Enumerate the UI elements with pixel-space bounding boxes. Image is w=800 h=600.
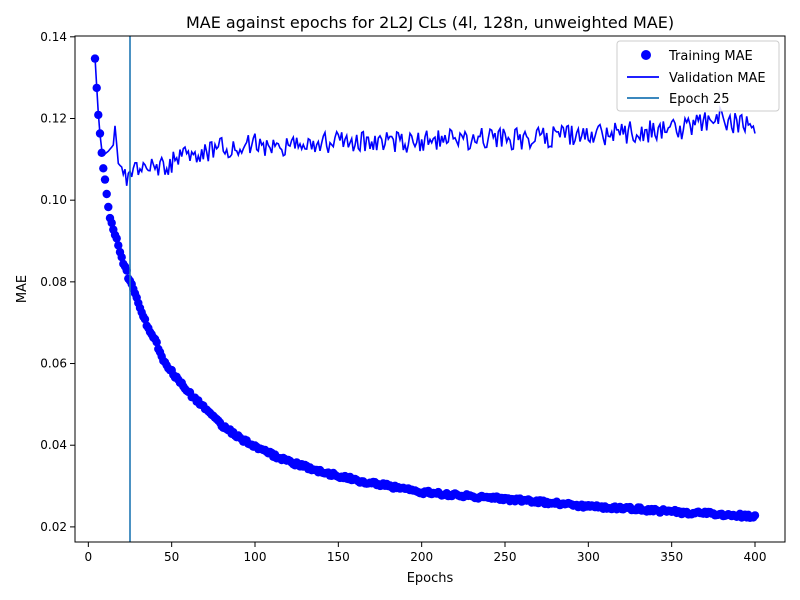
x-tick-label: 350: [660, 550, 683, 564]
legend-box: [616, 40, 780, 112]
training-mae-point: [90, 54, 100, 63]
chart-title: MAE against epochs for 2L2J CLs (4l, 128…: [186, 13, 674, 32]
training-mae-point: [97, 148, 106, 157]
y-tick-label: 0.10: [40, 193, 67, 207]
legend-label-epoch25: Epoch 25: [669, 92, 729, 107]
x-tick-label: 100: [244, 550, 267, 564]
training-mae-point: [100, 175, 110, 184]
training-mae-point: [94, 110, 103, 120]
training-mae-point: [750, 511, 760, 520]
plot-frame: [74, 35, 786, 543]
training-mae-point: [99, 164, 108, 173]
legend-marker-training: [641, 50, 651, 60]
axes: 0 50 100 150 200 250 300 350 400 0.02 0.04 0.06 0.08…: [40, 30, 786, 564]
plot-area: [90, 36, 760, 542]
legend: Training MAE Validation MAE Epoch 25: [616, 40, 780, 112]
training-mae-point: [104, 202, 113, 212]
training-mae-point: [112, 234, 121, 243]
x-tick-label: 250: [494, 550, 517, 564]
training-mae-point: [114, 241, 123, 250]
x-tick-label: 400: [744, 550, 767, 564]
training-mae-point: [122, 266, 131, 275]
training-mae-point: [152, 338, 161, 347]
x-tick-label: 150: [327, 550, 350, 564]
training-mae-point: [117, 253, 126, 262]
x-axis-label: Epochs: [407, 571, 454, 586]
x-tick-label: 50: [164, 550, 179, 564]
training-mae-point: [95, 129, 105, 138]
training-mae-point: [102, 189, 111, 199]
training-mae-point: [107, 218, 116, 228]
y-tick-label: 0.02: [40, 520, 67, 534]
training-mae-point: [140, 315, 150, 324]
x-tick-label: 200: [410, 550, 433, 564]
legend-label-training: Training MAE: [668, 49, 753, 64]
y-axis-label: MAE: [15, 275, 30, 303]
y-tick-label: 0.12: [40, 111, 67, 125]
x-tick-label: 0: [85, 550, 93, 564]
y-tick-label: 0.08: [40, 275, 67, 289]
validation-mae-line: [94, 57, 756, 186]
y-tick-label: 0.04: [40, 438, 67, 452]
y-tick-label: 0.06: [40, 357, 67, 371]
training-mae-point: [92, 83, 101, 93]
x-tick-label: 300: [577, 550, 600, 564]
legend-label-validation: Validation MAE: [669, 71, 766, 86]
y-tick-label: 0.14: [40, 30, 67, 44]
